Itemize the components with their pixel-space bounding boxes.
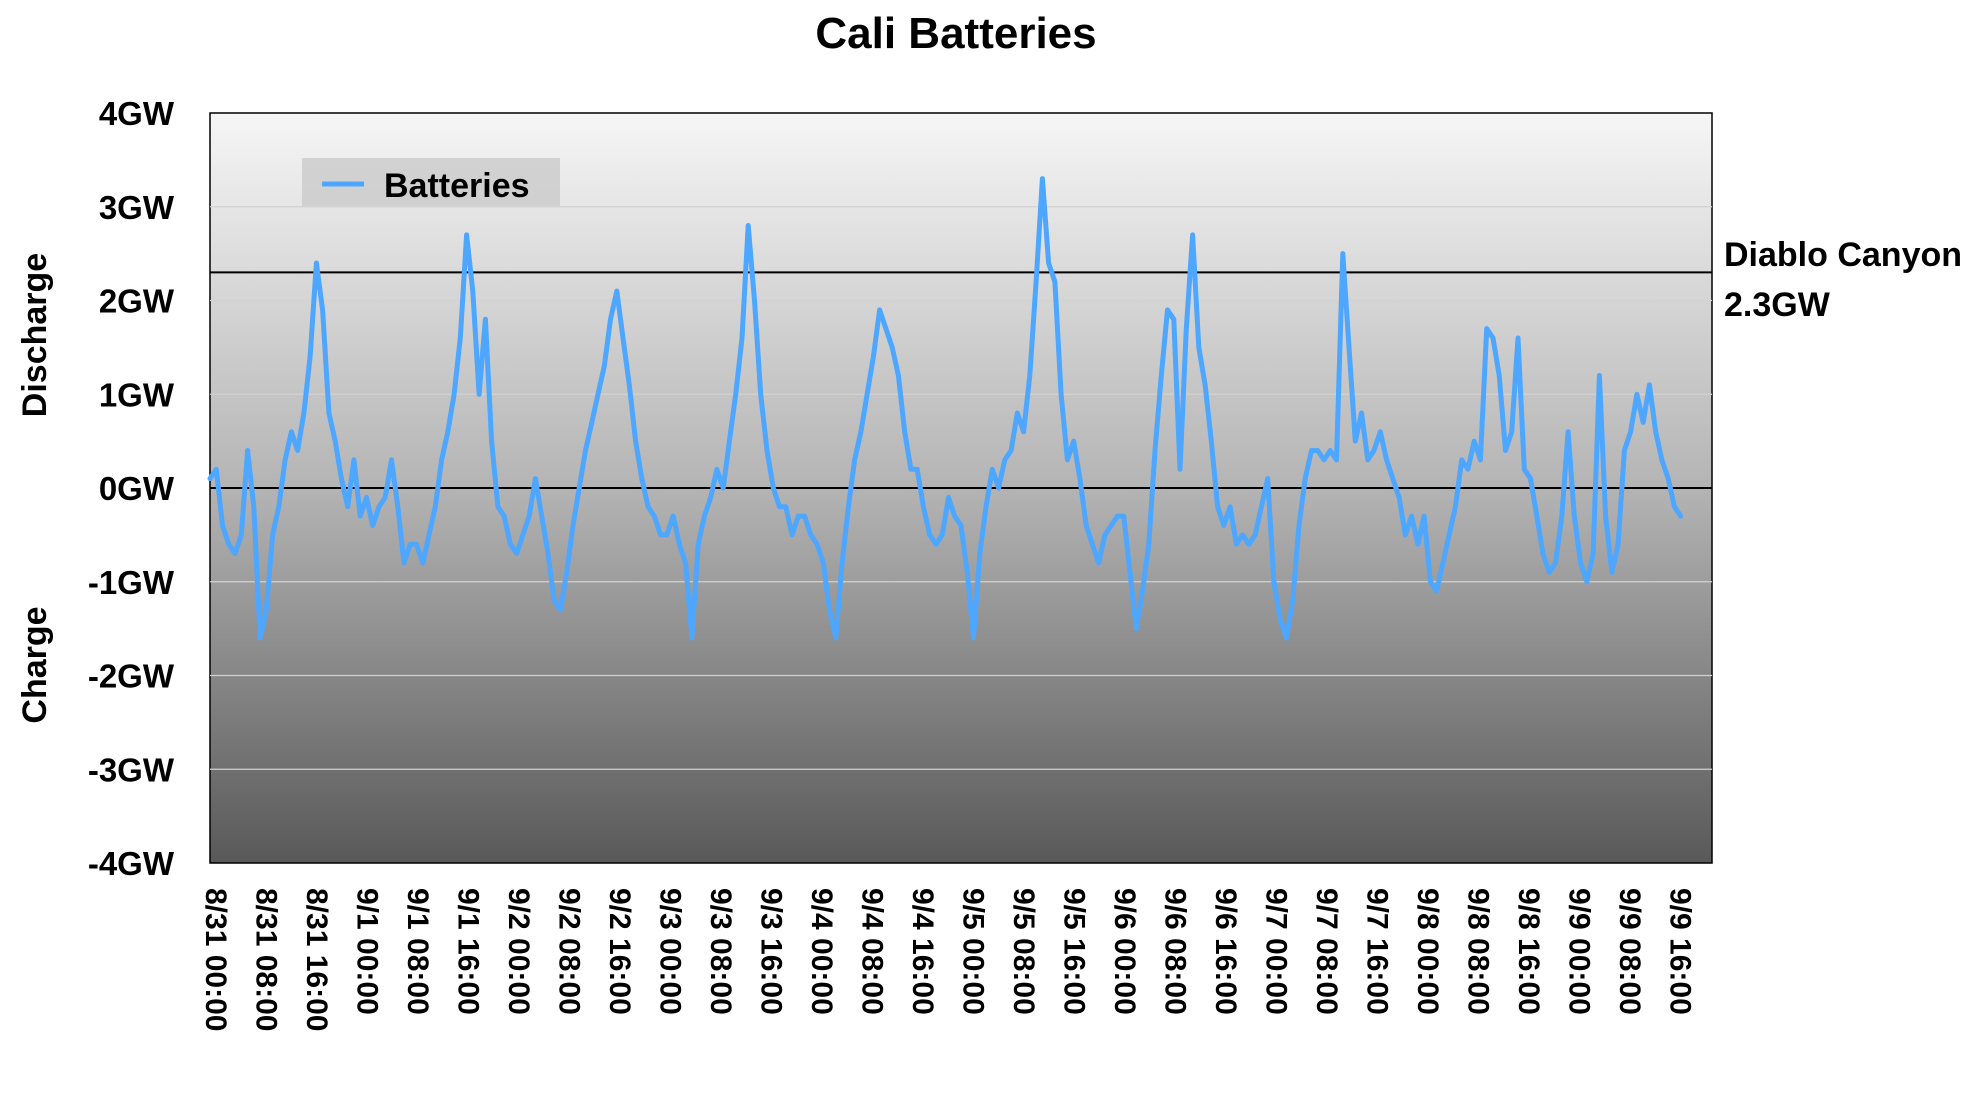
x-tick-label: 9/1 16:00 [452, 888, 485, 1015]
x-tick-label: 9/7 00:00 [1260, 888, 1293, 1015]
y-tick-label: 1GW [99, 376, 175, 413]
diablo-canyon-value: 2.3GW [1724, 286, 1831, 324]
x-axis-ticks: 8/31 00:00 8/31 08:00 8/31 16:00 9/1 00:00 9… [199, 888, 1697, 1031]
x-tick-label: 9/6 08:00 [1159, 888, 1192, 1015]
x-tick-label: 9/6 00:00 [1108, 888, 1141, 1015]
x-tick-label: 9/3 00:00 [654, 888, 687, 1015]
y-tick-label: -1GW [88, 564, 175, 601]
legend-label-batteries: Batteries [384, 167, 530, 205]
y-tick-label: 4GW [99, 95, 175, 132]
y-tick-label: -4GW [88, 845, 175, 882]
y-tick-label: 3GW [99, 189, 175, 226]
x-tick-label: 9/9 08:00 [1613, 888, 1646, 1015]
x-tick-label: 9/3 16:00 [755, 888, 788, 1015]
x-tick-label: 8/31 08:00 [250, 888, 283, 1031]
x-tick-label: 9/4 08:00 [856, 888, 889, 1015]
x-tick-label: 9/1 08:00 [401, 888, 434, 1015]
x-tick-label: 9/2 00:00 [502, 888, 535, 1015]
x-tick-label: 9/5 00:00 [957, 888, 990, 1015]
reference-lines [210, 271, 1712, 489]
x-tick-label: 9/8 00:00 [1411, 888, 1444, 1015]
y-axis-ticks: -4GW -3GW -2GW -1GW 0GW 1GW 2GW 3GW 4GW [88, 95, 175, 882]
y-tick-label: -3GW [88, 751, 175, 788]
y-tick-label: 0GW [99, 470, 175, 507]
x-tick-label: 9/4 00:00 [805, 888, 838, 1015]
x-tick-label: 9/7 16:00 [1361, 888, 1394, 1015]
y-label-charge: Charge [16, 606, 54, 723]
x-tick-label: 8/31 00:00 [199, 888, 232, 1031]
series-line-batteries [207, 176, 1684, 641]
y-label-discharge: Discharge [16, 253, 54, 417]
x-tick-label: 9/2 08:00 [553, 888, 586, 1015]
x-tick-label: 9/3 08:00 [704, 888, 737, 1015]
diablo-canyon-label: Diablo Canyon [1724, 236, 1962, 274]
x-tick-label: 9/5 16:00 [1058, 888, 1091, 1015]
x-tick-label: 9/2 16:00 [603, 888, 636, 1015]
x-tick-label: 9/9 16:00 [1664, 888, 1697, 1015]
y-tick-label: -2GW [88, 658, 175, 695]
x-tick-label: 9/8 16:00 [1512, 888, 1545, 1015]
x-tick-label: 9/1 00:00 [351, 888, 384, 1015]
chart-title: Cali Batteries [815, 9, 1096, 58]
x-tick-label: 8/31 16:00 [300, 888, 333, 1031]
x-tick-label: 9/5 08:00 [1007, 888, 1040, 1015]
y-tick-label: 2GW [99, 283, 175, 320]
x-tick-label: 9/9 00:00 [1563, 888, 1596, 1015]
x-tick-label: 9/7 08:00 [1310, 888, 1343, 1015]
x-tick-label: 9/4 16:00 [906, 888, 939, 1015]
x-tick-label: 9/8 08:00 [1462, 888, 1495, 1015]
x-tick-label: 9/6 16:00 [1209, 888, 1242, 1015]
legend: Batteries [302, 158, 560, 206]
